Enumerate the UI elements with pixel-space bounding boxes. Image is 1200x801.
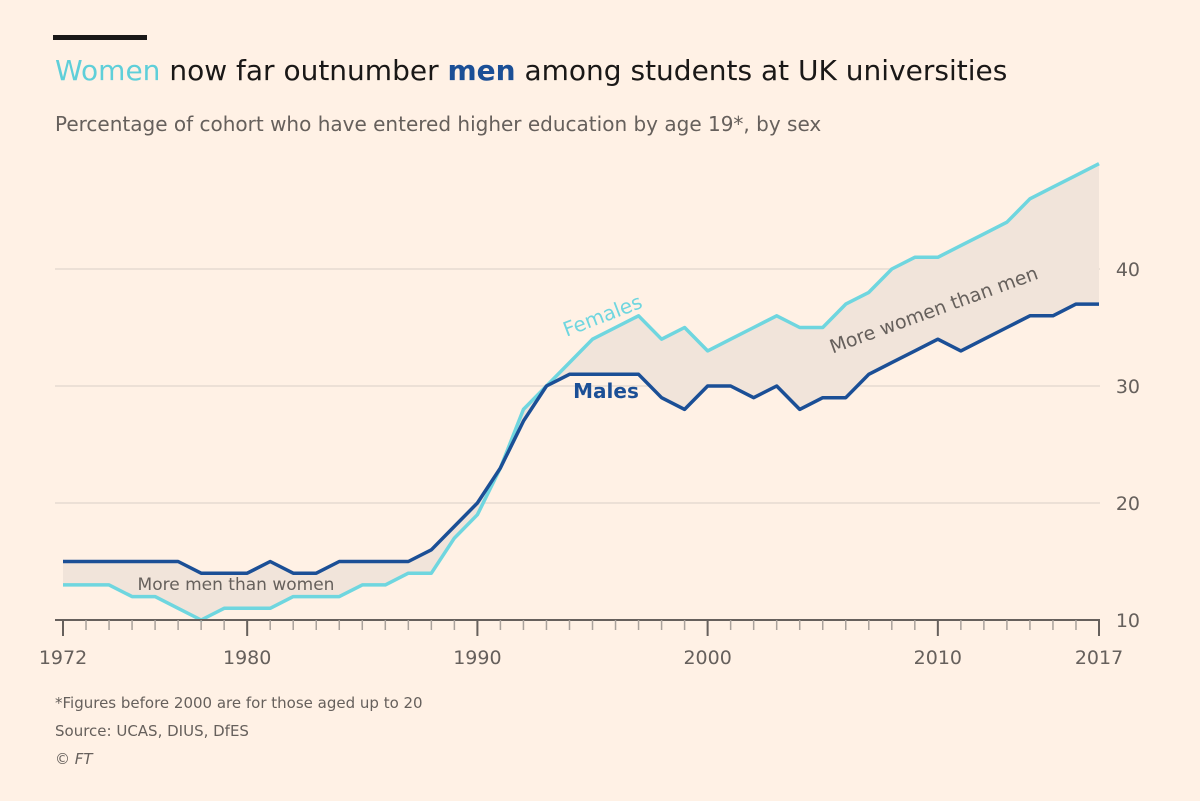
title-part: now far outnumber [160, 54, 448, 87]
chart-subtitle: Percentage of cohort who have entered hi… [55, 112, 822, 136]
footnote: *Figures before 2000 are for those aged … [55, 694, 423, 712]
x-tick-label: 1980 [223, 647, 271, 669]
x-tick-label: 2017 [1075, 647, 1123, 669]
chart-title: Women now far outnumber men among studen… [55, 54, 1007, 87]
y-tick-label: 20 [1116, 493, 1140, 515]
series-label: Males [573, 379, 639, 403]
title-part: among students at UK universities [515, 54, 1008, 87]
x-tick-label: 2000 [683, 647, 731, 669]
brand-bar [53, 35, 147, 40]
credit: © FT [55, 750, 94, 768]
series-line [63, 302, 1099, 575]
x-tick-label: 2010 [914, 647, 962, 669]
y-tick-label: 40 [1116, 259, 1140, 281]
y-tick-label: 10 [1116, 610, 1140, 632]
gap-shading [63, 163, 1099, 620]
series-line [63, 162, 1100, 622]
title-part: Women [55, 54, 161, 87]
annotation: More men than women [138, 575, 335, 595]
y-tick-label: 30 [1116, 376, 1140, 398]
source: Source: UCAS, DIUS, DfES [55, 722, 249, 740]
x-tick-label: 1990 [453, 647, 501, 669]
title-part: men [447, 54, 516, 87]
x-tick-label: 1972 [39, 647, 87, 669]
